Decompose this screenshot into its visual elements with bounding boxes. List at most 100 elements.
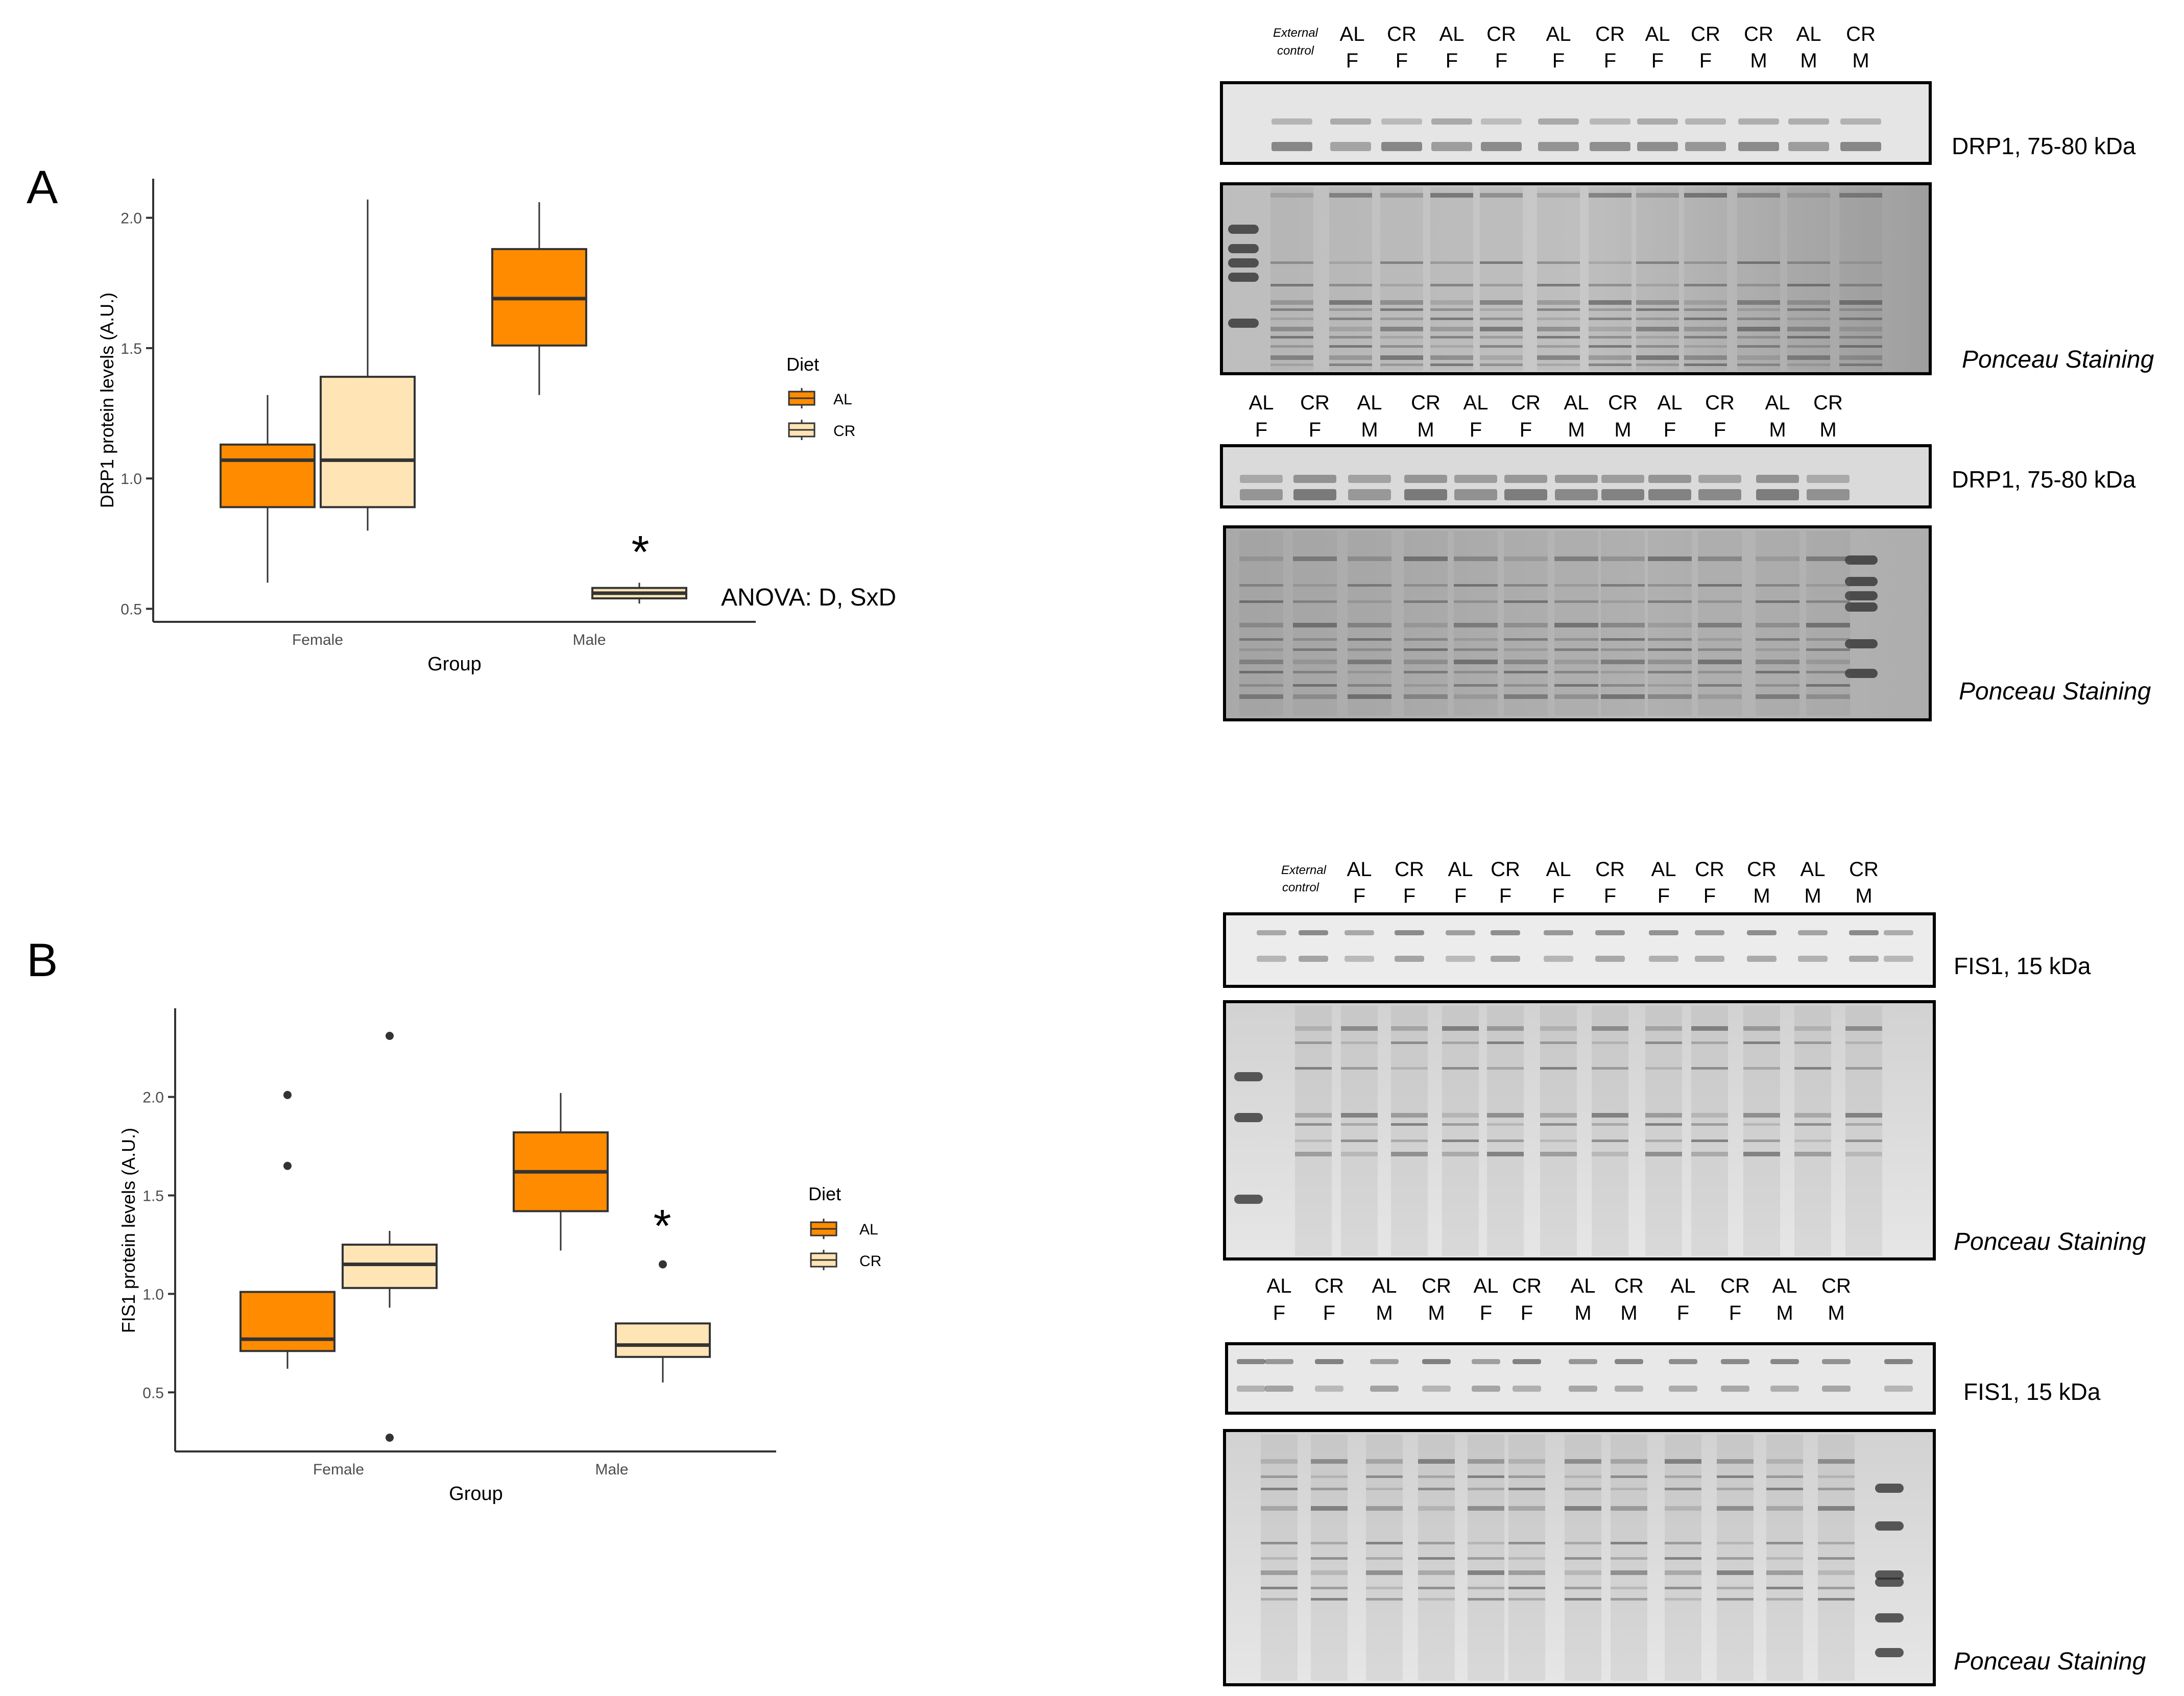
ponceau-band: [1504, 648, 1548, 651]
blot-band: [1798, 930, 1828, 935]
lane-label-diet: CR: [1511, 392, 1541, 414]
lane-label-sex: F: [1470, 419, 1482, 441]
ponceau-band: [1717, 1542, 1754, 1544]
outlier-point: [386, 1032, 394, 1040]
box-al-male: [513, 1093, 609, 1251]
ponceau-band: [1261, 1598, 1298, 1601]
ponceau-band: [1468, 1570, 1504, 1575]
blot-band: [1265, 1359, 1293, 1364]
lane-labels: AL F CR F AL F CR F AL F CR F AL F CR F CR M AL M CR M: [1347, 858, 1879, 907]
ponceau-band: [1454, 694, 1498, 699]
ponceau-band: [1839, 364, 1882, 366]
lane-labels: AL F CR F AL M CR M AL F CR F AL M CR M AL F CR F AL M CR M: [1249, 392, 1843, 441]
lane-label-sex: M: [1568, 419, 1585, 441]
ponceau-band: [1818, 1542, 1855, 1544]
ponceau-band: [1645, 1026, 1682, 1031]
ponceau-band: [1684, 364, 1727, 366]
ponceau-band: [1592, 1113, 1628, 1118]
ponceau-band: [1418, 1488, 1455, 1490]
ponceau-band: [1468, 1459, 1504, 1464]
blot-band: [1504, 489, 1547, 500]
ponceau-band: [1480, 284, 1523, 286]
ponceau-band: [1270, 261, 1313, 264]
ponceau-band: [1766, 1598, 1803, 1601]
ponceau-band: [1537, 336, 1580, 338]
box-cr-female: [342, 1032, 438, 1442]
ponceau-band: [1565, 1570, 1601, 1575]
ponceau-band: [1341, 1067, 1378, 1070]
ponceau-band: [1794, 1041, 1831, 1044]
ponceau-band: [1487, 1026, 1524, 1031]
ponceau-band: [1818, 1598, 1855, 1601]
lane-label-sex: F: [1729, 1302, 1741, 1324]
ponceau-band: [1839, 193, 1882, 198]
ponceau-band: [1839, 308, 1882, 311]
lane-label-diet: AL: [1564, 392, 1589, 414]
blot-band: [1798, 956, 1828, 962]
ponceau-band: [1794, 1113, 1831, 1118]
ponceau-band: [1293, 671, 1337, 673]
ponceau-band: [1454, 600, 1498, 603]
legend-label-al: AL: [859, 1221, 878, 1238]
ponceau-band: [1698, 584, 1742, 587]
lane-label-diet: AL: [1801, 858, 1826, 881]
ponceau-band: [1806, 584, 1850, 587]
ponceau-band: [1589, 193, 1631, 198]
ponceau-band: [1648, 584, 1692, 587]
lane-label-diet: CR: [1595, 23, 1625, 45]
ponceau-band: [1766, 1506, 1803, 1511]
ponceau-band: [1348, 638, 1391, 641]
ponceau-band: [1537, 345, 1580, 348]
ponceau-band: [1743, 1152, 1780, 1156]
ponceau-band: [1468, 1475, 1504, 1478]
ponceau-lane: [1380, 187, 1423, 371]
ponceau-band: [1261, 1557, 1298, 1560]
ponceau-band: [1839, 327, 1882, 331]
ponceau-lane: [1341, 1006, 1378, 1256]
ponceau-band: [1430, 193, 1473, 198]
ponceau-band: [1468, 1506, 1504, 1511]
ponceau-band: [1293, 638, 1337, 641]
ponceau-band: [1737, 261, 1780, 264]
ponceau-band: [1592, 1140, 1628, 1142]
ponceau-band: [1665, 1506, 1701, 1511]
ponceau-band: [1737, 336, 1780, 338]
ponceau-band: [1404, 660, 1448, 664]
ponceau-band: [1537, 327, 1580, 331]
ponceau-label: Ponceau Staining: [1954, 1228, 2146, 1255]
ponceau-band: [1239, 623, 1283, 627]
ladder-band: [1234, 1113, 1263, 1122]
ponceau-band: [1691, 1026, 1728, 1031]
lane-label-sex: F: [1604, 885, 1616, 907]
ponceau-band: [1261, 1542, 1298, 1544]
blot-band: [1538, 142, 1579, 151]
ponceau-band: [1818, 1488, 1855, 1490]
ponceau-band: [1270, 284, 1313, 286]
ponceau-band: [1508, 1475, 1545, 1478]
ponceau-lane: [1818, 1435, 1855, 1681]
ponceau-band: [1601, 556, 1645, 561]
ponceau-band: [1454, 584, 1498, 587]
ladder-band: [1845, 639, 1878, 648]
lane-label-diet: AL: [1546, 23, 1571, 45]
ponceau-band: [1636, 193, 1679, 198]
ponceau-band: [1380, 355, 1423, 360]
blot-band: [1544, 930, 1573, 935]
ponceau-band: [1743, 1140, 1780, 1142]
lane-label-sex: M: [1769, 419, 1786, 441]
boxes: [220, 199, 687, 604]
ponceau-band: [1645, 1113, 1682, 1118]
box-cr-male: [615, 1260, 711, 1383]
ponceau-band: [1743, 1026, 1780, 1031]
ponceau-lane: [1743, 1006, 1780, 1256]
ponceau-band: [1454, 660, 1498, 664]
ponceau-band: [1684, 355, 1727, 360]
ponceau-band: [1270, 355, 1313, 360]
ponceau-band: [1329, 364, 1372, 366]
blot-band: [1315, 1386, 1343, 1392]
ponceau-band: [1311, 1570, 1348, 1575]
ponceau-band: [1787, 318, 1830, 320]
ponceau-band: [1845, 1067, 1882, 1070]
lane-label-diet: CR: [1846, 23, 1876, 45]
ladder-band: [1228, 273, 1259, 282]
